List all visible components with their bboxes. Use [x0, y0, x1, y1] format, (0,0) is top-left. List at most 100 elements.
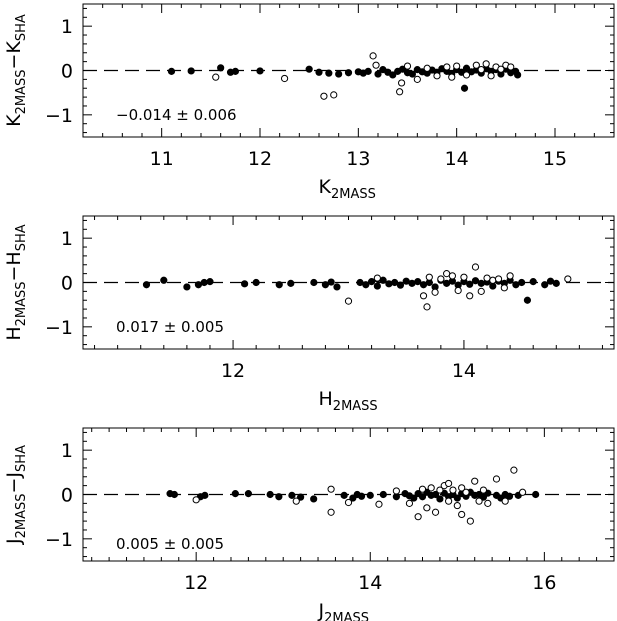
data-point-open — [344, 498, 353, 507]
data-point-open — [396, 88, 404, 96]
data-point-open — [482, 60, 490, 68]
data-point-filled — [529, 278, 537, 286]
data-point-filled — [241, 280, 249, 288]
data-point-filled — [379, 276, 387, 284]
data-point-filled — [443, 279, 451, 287]
y-axis-label: H2MASS−HSHA — [3, 224, 29, 340]
data-point-open — [518, 488, 527, 496]
data-point-filled — [310, 278, 318, 287]
data-point-open — [471, 263, 480, 271]
data-point-open — [483, 274, 491, 282]
data-point-filled — [514, 71, 522, 79]
data-point-open — [392, 487, 400, 495]
data-point-filled — [231, 67, 240, 75]
data-point-filled — [518, 278, 526, 287]
x-tick-label: 14 — [452, 360, 476, 382]
data-point-filled — [408, 70, 417, 78]
data-point-filled — [333, 283, 341, 291]
data-point-filled — [167, 67, 176, 75]
data-point-open — [418, 485, 427, 493]
data-point-open — [472, 61, 480, 69]
data-point-open — [330, 91, 338, 99]
data-point-filled — [512, 281, 520, 289]
data-point-filled — [453, 494, 461, 502]
data-point-open — [479, 486, 488, 494]
data-point-filled — [217, 64, 225, 72]
data-point-filled — [385, 280, 393, 288]
data-point-filled — [541, 281, 549, 289]
data-point-open — [403, 62, 412, 70]
data-point-filled — [305, 65, 313, 73]
data-point-open — [212, 73, 220, 81]
y-tick-label: −1 — [45, 317, 73, 339]
data-point-filled — [287, 279, 295, 287]
data-point-open — [500, 284, 508, 292]
x-tick-label: 16 — [532, 572, 556, 594]
data-point-filled — [373, 282, 381, 290]
data-point-filled — [275, 493, 283, 501]
data-point-open — [423, 504, 431, 512]
data-point-open — [454, 286, 462, 295]
data-point-open — [466, 517, 474, 525]
data-point-open — [448, 272, 456, 280]
data-point-open — [484, 499, 492, 507]
data-point-open — [436, 486, 444, 494]
data-point-open — [507, 63, 515, 71]
data-point-filled — [408, 279, 416, 287]
data-point-open — [445, 479, 453, 488]
data-point-open — [419, 292, 428, 300]
data-point-filled — [252, 278, 260, 287]
data-point-filled — [460, 84, 469, 92]
data-point-open — [466, 292, 474, 300]
data-point-filled — [200, 278, 208, 287]
data-point-filled — [206, 278, 214, 286]
y-tick-label: 1 — [61, 228, 73, 250]
data-point-filled — [466, 280, 474, 288]
data-point-open — [431, 288, 439, 296]
x-tick-label: 12 — [221, 360, 245, 382]
data-point-filled — [477, 279, 485, 287]
data-point-open — [373, 274, 381, 282]
data-point-filled — [418, 493, 427, 501]
data-point-filled — [194, 281, 203, 289]
data-point-open — [510, 466, 518, 474]
data-point-filled — [256, 67, 264, 75]
panel-3: 12 14 16 −1 0 1 0.005 ± 0.005 J2MASS J2MASS−JSHA — [3, 427, 615, 621]
x-tick-label: 15 — [543, 148, 567, 170]
data-point-filled — [275, 281, 283, 289]
data-point-open — [489, 276, 497, 284]
data-point-filled — [335, 70, 343, 78]
data-point-open — [423, 64, 431, 72]
data-point-filled — [391, 278, 399, 287]
data-point-filled — [552, 279, 560, 287]
data-point-open — [398, 79, 406, 87]
data-point-filled — [142, 281, 151, 289]
data-point-open — [327, 485, 335, 493]
y-axis-label: K2MASS−KSHA — [3, 14, 29, 127]
data-point-filled — [344, 69, 353, 77]
data-point-open — [506, 272, 514, 280]
data-point-open — [462, 71, 471, 79]
data-point-open — [477, 287, 485, 295]
data-point-open — [192, 496, 200, 504]
data-point-open — [449, 486, 457, 494]
data-point-open — [458, 484, 466, 492]
data-point-filled — [183, 283, 191, 291]
data-point-filled — [389, 71, 397, 79]
data-point-filled — [321, 281, 330, 289]
data-point-open — [471, 477, 479, 485]
data-point-open — [453, 501, 461, 510]
x-tick-label: 13 — [346, 148, 370, 170]
data-point-open — [443, 270, 451, 278]
data-point-filled — [315, 68, 323, 76]
data-point-open — [320, 92, 328, 100]
x-tick-label: 12 — [248, 148, 272, 170]
data-point-filled — [402, 277, 410, 285]
y-tick-label: −1 — [45, 529, 73, 551]
data-point-filled — [366, 491, 374, 499]
data-point-filled — [379, 490, 387, 499]
data-point-open — [375, 500, 383, 508]
data-point-open — [413, 75, 421, 83]
data-point-filled — [288, 491, 296, 499]
